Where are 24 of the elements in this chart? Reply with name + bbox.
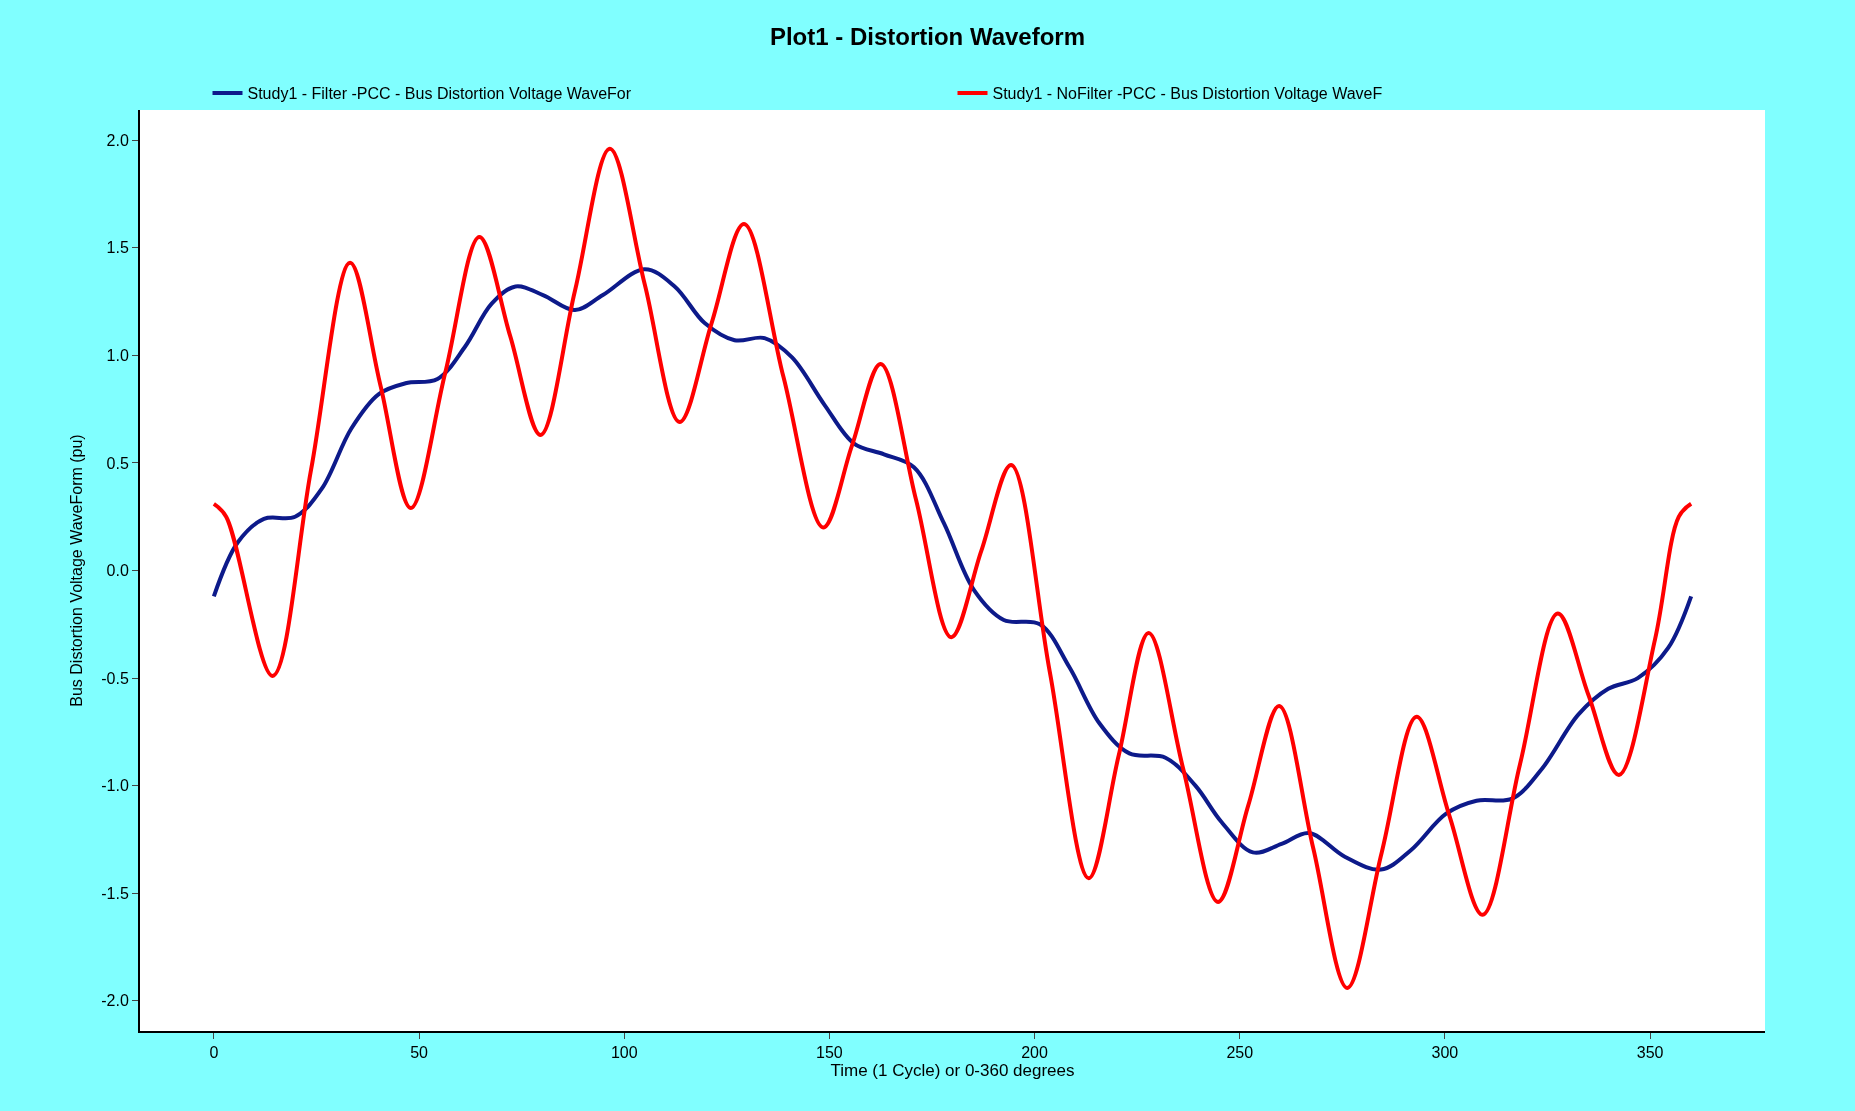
x-tick-label: 50 [410,1044,429,1062]
x-tick-label: 0 [209,1044,219,1062]
x-tick-label: 300 [1431,1044,1459,1062]
x-tick-label: 350 [1636,1044,1664,1062]
y-axis-title: Bus Distortion Voltage WaveForm (pu) [67,434,85,707]
y-tick-label: 0.5 [106,454,129,472]
y-tick-label: -2.0 [101,992,129,1010]
x-tick-label: 100 [610,1044,638,1062]
x-axis-title: Time (1 Cycle) or 0-360 degrees [830,1061,1075,1081]
legend-label: Study1 - Filter -PCC - Bus Distortion Voltage WaveFor [247,85,632,103]
y-tick-label: 2.0 [106,131,129,149]
y-tick-label: 0.0 [106,562,129,580]
y-tick-label: 1.0 [106,346,129,364]
x-tick-label: 150 [816,1044,843,1062]
chart-title: Plot1 - Distortion Waveform [769,22,1086,50]
legend-label: Study1 - NoFilter -PCC - Bus Distortion Voltage WaveF [992,85,1383,103]
line-series [211,146,1694,990]
x-tick-label: 250 [1226,1044,1254,1062]
y-tick-label: -1.0 [101,777,129,795]
y-tick-label: -0.5 [101,669,129,687]
y-tick-label: 1.5 [106,239,129,257]
line-series [211,267,1694,872]
y-tick-label: -1.5 [101,884,129,902]
x-tick-label: 200 [1021,1044,1049,1062]
